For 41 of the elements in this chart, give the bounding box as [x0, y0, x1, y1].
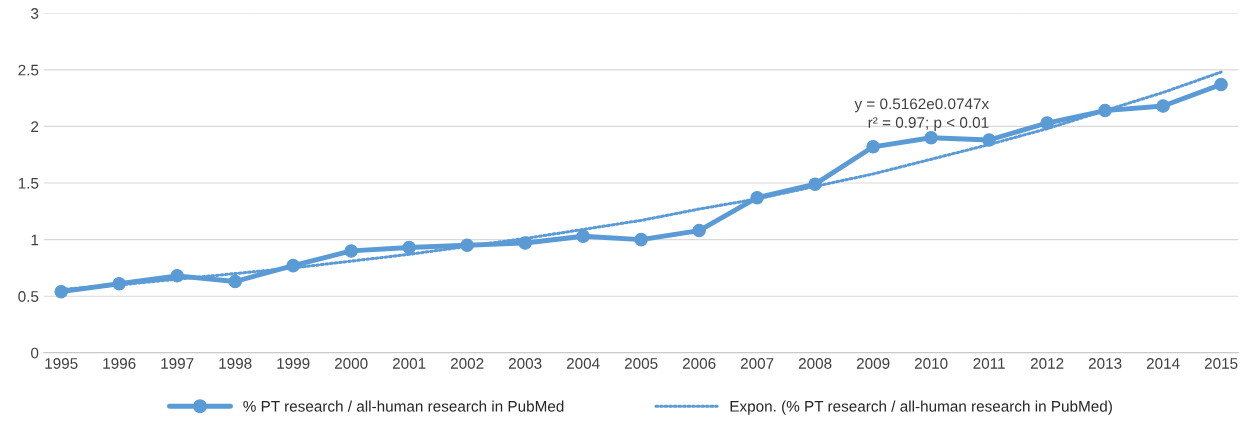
y-tick-label: 0.5 [18, 291, 39, 302]
x-tick-label: 2008 [798, 358, 832, 369]
x-tick-label: 1996 [103, 358, 136, 369]
y-tick-label: 0 [31, 347, 39, 359]
legend-label: Expon. (% PT research / all-human research in PubMed) [730, 400, 1112, 415]
y-tick-label: 1.5 [18, 178, 39, 189]
x-tick-label: 2004 [566, 358, 600, 369]
x-tick-label: 1998 [219, 358, 252, 369]
x-tick-label: 2010 [914, 358, 948, 369]
legend-label: % PT research / all-human research in PubMed [243, 400, 564, 412]
point [576, 229, 590, 243]
x-tick-label: 2013 [1088, 358, 1122, 369]
point [402, 240, 416, 255]
x-tick-label: 2002 [450, 358, 484, 369]
x-tick-label: 2007 [740, 358, 774, 369]
x-tick-label: 2012 [1030, 358, 1064, 369]
y-tick-label: 3 [31, 8, 39, 19]
x-tick-label: 2011 [973, 358, 1005, 369]
x-tick-label: 2009 [856, 358, 890, 369]
point [228, 274, 242, 289]
y-tick-label: 2.5 [18, 64, 39, 76]
point [692, 223, 706, 238]
x-tick-label: 2003 [508, 358, 542, 369]
x-tick-label: 1997 [161, 358, 194, 369]
point [924, 130, 938, 145]
x-tick-label: 2001 [392, 358, 426, 369]
point [634, 232, 648, 247]
point [1156, 99, 1170, 113]
y-tick-label: 1 [31, 234, 39, 246]
point [344, 244, 358, 258]
x-tick-label: 2000 [334, 358, 368, 369]
point [866, 140, 880, 154]
x-tick-label: 2006 [682, 358, 716, 369]
x-tick-label: 2015 [1204, 358, 1238, 369]
x-tick-label: 1999 [277, 358, 310, 369]
y-tick-label: 2 [31, 121, 39, 132]
x-tick-label: 2014 [1146, 358, 1180, 369]
x-tick-label: 1995 [45, 358, 78, 369]
x-tick-label: 2005 [624, 358, 658, 369]
point [1214, 77, 1228, 92]
annotation: y = 0.5162e0.0747x r² = 0.97; p < 0.01 [854, 98, 989, 131]
